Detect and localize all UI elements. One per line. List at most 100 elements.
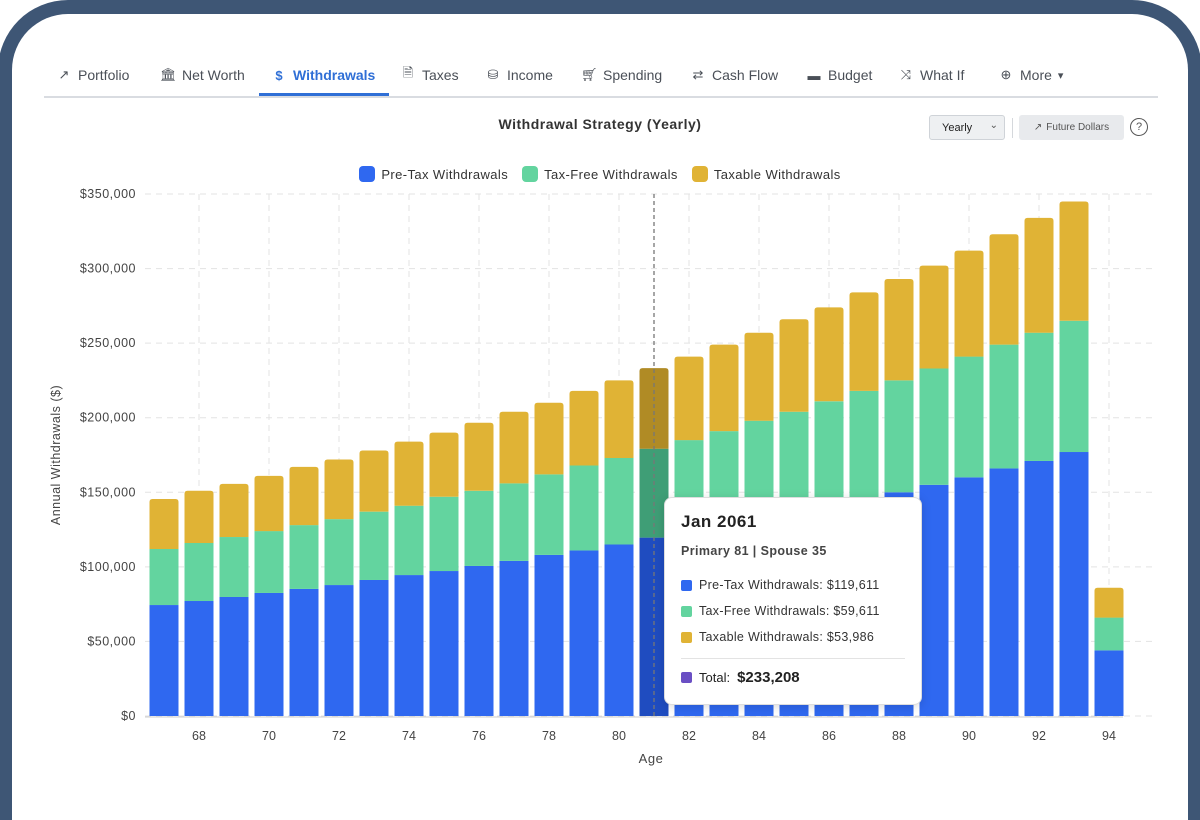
legend-item-pretax[interactable]: Pre-Tax Withdrawals [359,166,508,182]
bar-taxable-86[interactable] [814,307,844,402]
x-tick-label: 82 [682,729,696,743]
bar-pretax-72[interactable] [324,585,354,716]
legend-item-taxfree[interactable]: Tax-Free Withdrawals [522,166,678,182]
bar-taxable-75[interactable] [429,432,459,497]
bar-taxable-76[interactable] [464,422,494,491]
bar-taxfree-67[interactable] [149,548,179,606]
wallet-icon: ▬ [807,67,821,83]
bar-pretax-80[interactable] [604,544,634,716]
future-dollars-button[interactable]: ↗ Future Dollars [1019,115,1124,140]
bar-taxable-92[interactable] [1024,217,1054,333]
bar-taxfree-69[interactable] [219,537,249,597]
bar-pretax-92[interactable] [1024,460,1054,716]
bar-taxable-77[interactable] [499,411,529,484]
arrows-exchange-icon: ⇄ [692,67,704,82]
tooltip-text: Pre-Tax Withdrawals: $119,611 [699,578,880,592]
bar-taxable-67[interactable] [149,498,179,549]
bar-taxable-74[interactable] [394,441,424,506]
bar-taxable-91[interactable] [989,234,1019,345]
bar-taxable-80[interactable] [604,380,634,458]
bar-taxfree-80[interactable] [604,457,634,545]
bar-taxfree-87[interactable] [849,390,879,499]
x-tick-label: 80 [612,729,626,743]
caret-down-icon: ▾ [1057,69,1064,82]
help-icon[interactable]: ? [1130,118,1148,136]
bar-taxable-88[interactable] [884,279,914,381]
bar-taxable-83[interactable] [709,344,739,432]
bar-taxable-68[interactable] [184,490,214,543]
bar-pretax-79[interactable] [569,550,599,716]
bar-taxfree-86[interactable] [814,401,844,506]
bar-taxable-72[interactable] [324,459,354,520]
bar-taxable-93[interactable] [1059,201,1089,321]
bar-taxfree-94[interactable] [1094,617,1124,651]
bar-pretax-90[interactable] [954,477,984,716]
bar-taxfree-91[interactable] [989,344,1019,469]
bar-pretax-67[interactable] [149,605,179,716]
bar-pretax-68[interactable] [184,601,214,716]
tab-what-if[interactable]: ⤨ What If [898,56,965,94]
bar-taxfree-89[interactable] [919,368,949,485]
bar-taxfree-92[interactable] [1024,332,1054,461]
bar-taxable-82[interactable] [674,356,704,441]
x-tick-label: 92 [1032,729,1046,743]
bar-taxable-78[interactable] [534,402,564,475]
bar-pretax-73[interactable] [359,579,389,716]
bar-taxfree-90[interactable] [954,356,984,478]
bar-taxfree-79[interactable] [569,465,599,551]
bar-taxable-89[interactable] [919,265,949,369]
tab-more[interactable]: ⊕ More ▾ [998,56,1064,94]
tab-portfolio[interactable]: ↗ Portfolio [56,56,130,94]
bar-pretax-91[interactable] [989,468,1019,716]
bar-pretax-78[interactable] [534,554,564,716]
bar-taxfree-70[interactable] [254,531,284,593]
bar-taxfree-68[interactable] [184,542,214,602]
bar-taxfree-85[interactable] [779,411,809,512]
tab-net-worth[interactable]: 🏛︎ Net Worth [160,56,245,94]
bar-pretax-75[interactable] [429,571,459,716]
bar-taxfree-72[interactable] [324,519,354,586]
bar-pretax-74[interactable] [394,575,424,716]
tab-spending[interactable]: 🛒︎ Spending [581,56,662,94]
tab-label: Withdrawals [293,67,376,83]
bar-pretax-76[interactable] [464,565,494,716]
tab-withdrawals[interactable]: $ Withdrawals [258,56,390,96]
bar-taxable-79[interactable] [569,390,599,466]
legend-item-taxable[interactable]: Taxable Withdrawals [691,166,841,182]
bar-taxable-71[interactable] [289,466,319,526]
x-tick-label: 70 [262,729,276,743]
bar-taxable-85[interactable] [779,319,809,412]
bar-taxable-90[interactable] [954,250,984,357]
bar-taxable-70[interactable] [254,475,284,532]
tab-taxes[interactable]: 🗎 Taxes [400,56,459,94]
bar-taxfree-76[interactable] [464,490,494,566]
bar-pretax-94[interactable] [1094,650,1124,716]
bar-taxable-84[interactable] [744,332,774,421]
legend-swatch [522,166,539,182]
period-select[interactable]: Yearly ⌄ [929,115,1005,140]
bar-taxfree-74[interactable] [394,505,424,576]
bar-pretax-69[interactable] [219,596,249,716]
bar-taxfree-73[interactable] [359,511,389,580]
bar-pretax-93[interactable] [1059,452,1089,716]
y-tick-label: $350,000 [80,187,136,201]
bar-pretax-70[interactable] [254,592,284,716]
tab-budget[interactable]: ▬ Budget [806,56,873,94]
tooltip-row-taxable: Taxable Withdrawals: $53,986 [681,624,905,650]
tab-income[interactable]: ⛁ Income [485,56,553,94]
bar-taxable-94[interactable] [1094,587,1124,618]
bar-taxfree-71[interactable] [289,525,319,589]
bar-taxfree-78[interactable] [534,474,564,555]
bar-taxable-87[interactable] [849,292,879,391]
bar-taxable-69[interactable] [219,483,249,538]
tab-cash-flow[interactable]: ⇄ Cash Flow [690,56,779,94]
bar-taxfree-93[interactable] [1059,320,1089,453]
bar-taxfree-77[interactable] [499,483,529,561]
bar-taxfree-75[interactable] [429,496,459,572]
bar-pretax-89[interactable] [919,484,949,716]
bar-taxfree-88[interactable] [884,380,914,493]
bar-taxable-73[interactable] [359,450,389,512]
bar-pretax-77[interactable] [499,560,529,716]
bar-pretax-71[interactable] [289,588,319,716]
bar-taxable-81[interactable] [639,368,669,449]
